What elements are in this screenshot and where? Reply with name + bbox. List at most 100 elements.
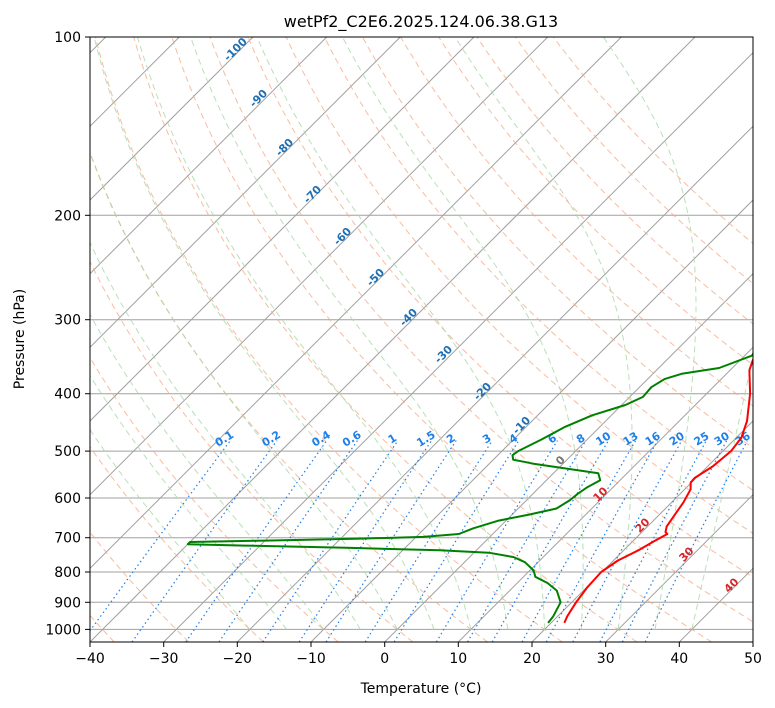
mixing-ratio-line	[572, 440, 683, 642]
dry-adiabat-label: -70	[301, 183, 324, 206]
moist-adiabat	[190, 37, 509, 630]
x-tick-label: 50	[744, 651, 762, 667]
mixing-ratio-label: 8	[574, 431, 587, 446]
mixing-ratio-label: 2	[444, 431, 457, 446]
dry-adiabat-label: -60	[331, 225, 354, 248]
mixing-ratio-line	[621, 440, 728, 642]
isotherm-gridline	[90, 37, 475, 422]
dry-adiabat-label: 40	[722, 575, 742, 595]
x-axis-label: Temperature (°C)	[360, 681, 482, 697]
y-tick-label: 100	[54, 30, 81, 46]
dry-adiabat	[476, 37, 753, 325]
mixing-ratio-line	[262, 440, 399, 642]
isotherm-gridline	[90, 37, 696, 642]
mixing-ratio-label: 1.5	[414, 428, 437, 449]
mixing-ratio-line	[644, 440, 748, 642]
mixing-ratio-label: 0.1	[213, 428, 236, 449]
moist-adiabat	[137, 37, 472, 630]
dry-adiabat	[552, 37, 753, 245]
y-tick-label: 700	[54, 531, 81, 547]
mixing-ratio-label: 3	[480, 431, 493, 446]
dry-adiabat	[171, 37, 712, 642]
x-tick-label: 20	[523, 651, 541, 667]
chart-title: wetPf2_C2E6.2025.124.06.38.G13	[284, 12, 558, 32]
dry-adiabat-label: 20	[633, 515, 653, 535]
dry-adiabat	[514, 37, 753, 285]
dry-adiabat	[90, 445, 264, 642]
dry-adiabat	[209, 37, 753, 623]
moist-adiabat	[256, 37, 546, 630]
moist-adiabat	[602, 37, 697, 630]
mixing-ratio-line	[298, 440, 432, 642]
dry-adiabat	[438, 37, 753, 366]
x-tick-label: 10	[449, 651, 467, 667]
mixing-ratio-label: 13	[621, 429, 641, 448]
isotherm-gridline	[457, 346, 753, 642]
mixing-ratio-line	[545, 440, 659, 642]
y-tick-label: 400	[54, 387, 81, 403]
dry-adiabat	[90, 356, 339, 642]
x-tick-label: −20	[223, 651, 253, 667]
mixing-ratio-line	[466, 440, 587, 642]
chart-grid	[90, 37, 753, 642]
mixing-ratio-line	[521, 440, 637, 642]
isotherm-gridline	[90, 37, 401, 349]
plot-frame	[89, 36, 754, 643]
dry-adiabat	[95, 37, 563, 642]
dry-adiabat-label: -30	[432, 343, 455, 366]
dry-adiabat	[323, 37, 753, 491]
moist-adiabat	[342, 37, 584, 630]
dry-adiabat-label: -20	[471, 380, 494, 403]
mixing-ratio-label: 30	[712, 429, 732, 448]
mixing-ratio-line	[491, 440, 609, 642]
dry-adiabat-label: -90	[247, 87, 270, 110]
isotherm-gridline	[90, 37, 622, 570]
mixing-ratio-line	[599, 440, 707, 642]
mixing-ratio-label: 20	[667, 429, 687, 448]
y-tick-label: 300	[54, 313, 81, 329]
dry-adiabat-label: 10	[591, 484, 611, 504]
temperature-profile-line	[563, 356, 753, 624]
moist-adiabat	[454, 37, 633, 630]
x-tick-label: 40	[670, 651, 688, 667]
dry-adiabat	[247, 37, 753, 578]
x-tick-label: 0	[380, 651, 389, 667]
x-tick-label: −30	[149, 651, 179, 667]
mixing-ratio-line	[435, 440, 558, 642]
mixing-ratio-label: 1	[386, 431, 399, 446]
mixing-ratio-label: 0.2	[260, 428, 283, 449]
mixing-ratio-label: 25	[692, 429, 712, 448]
y-tick-label: 1000	[45, 622, 81, 638]
dry-adiabat-label: -50	[364, 266, 387, 289]
mixing-ratio-line	[325, 440, 457, 642]
moist-adiabat	[691, 352, 753, 630]
chart-axes: −40 −30 −20 −10 0 10 20 30 40 50 100 200 300 400 500 60…	[45, 30, 762, 667]
isotherm-gridline	[752, 641, 753, 642]
chart-series-layer	[186, 351, 753, 624]
dry-adiabat-label: -40	[397, 306, 420, 329]
dry-adiabat-label: -80	[273, 136, 296, 159]
mixing-ratio-label: 0.6	[340, 428, 364, 450]
moist-adiabat	[90, 374, 288, 630]
moist-adiabat	[90, 313, 324, 630]
dry-adiabat	[90, 531, 190, 642]
y-tick-label: 600	[54, 491, 81, 507]
dry-adiabat	[285, 37, 753, 535]
dewpoint-profile-line	[186, 351, 753, 624]
x-tick-label: 30	[597, 651, 615, 667]
isotherm-gridline	[531, 420, 753, 642]
x-tick-label: −40	[75, 651, 105, 667]
moist-adiabat	[93, 37, 435, 630]
dry-adiabat	[133, 37, 638, 642]
isotherm-gridline	[605, 493, 753, 642]
y-tick-label: 200	[54, 208, 81, 224]
dry-adiabat-label: -100	[221, 35, 250, 64]
y-tick-label: 900	[54, 595, 81, 611]
x-tick-label: −10	[296, 651, 326, 667]
mixing-ratio-label: 10	[593, 429, 613, 448]
dry-adiabat	[90, 260, 414, 642]
isotherm-gridline	[90, 37, 254, 201]
mixing-ratio-line	[185, 440, 328, 642]
dry-adiabat-label: 30	[677, 544, 697, 564]
